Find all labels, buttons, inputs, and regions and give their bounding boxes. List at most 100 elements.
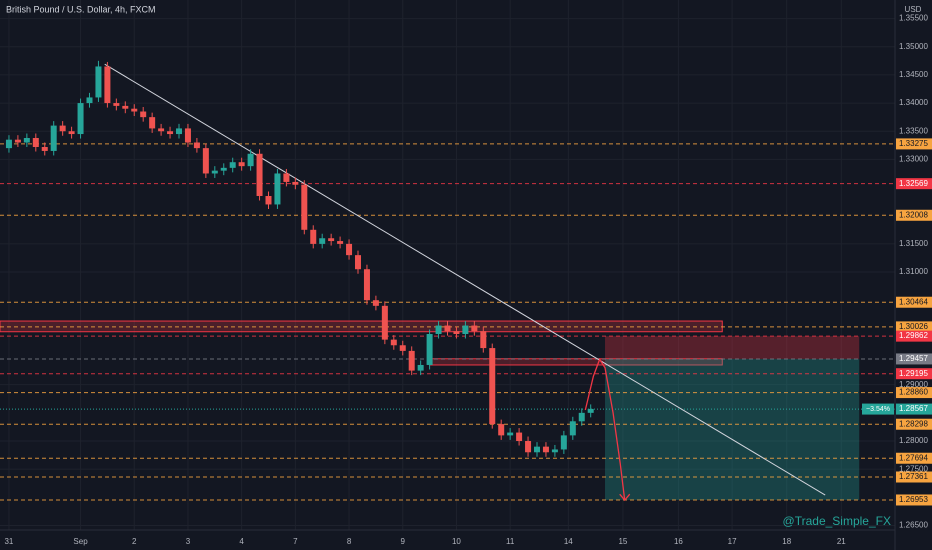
candles xyxy=(5,60,594,457)
x-tick-label: Sep xyxy=(73,537,88,546)
candle-body xyxy=(542,446,549,453)
level-label: 1.32569 xyxy=(899,179,928,188)
level-label-box xyxy=(896,418,932,430)
candle-body xyxy=(59,125,66,132)
candle-body xyxy=(41,147,48,151)
level-label-box xyxy=(896,296,932,308)
supply-zone xyxy=(0,320,723,333)
candle-body xyxy=(525,441,532,453)
candle-body xyxy=(131,108,138,112)
candle-body xyxy=(77,103,84,135)
candle-body xyxy=(426,333,433,365)
target-zone xyxy=(605,358,860,500)
candle-body xyxy=(184,128,191,143)
x-tick-label: 18 xyxy=(782,537,791,546)
candle-body xyxy=(238,162,245,167)
candle-body xyxy=(355,255,361,270)
projection-path xyxy=(584,357,626,501)
candle-body xyxy=(211,170,218,174)
candle-body xyxy=(310,229,317,244)
candle-body xyxy=(122,105,129,109)
x-tick-label: 14 xyxy=(564,537,573,546)
x-tick-label: 2 xyxy=(132,537,137,546)
candle-body xyxy=(95,66,102,98)
x-tick-label: 11 xyxy=(506,537,515,546)
candle-body xyxy=(444,325,451,332)
candle-body xyxy=(337,241,344,244)
candle-body xyxy=(516,432,523,442)
level-label-box xyxy=(896,353,932,365)
candle-body xyxy=(471,325,478,332)
candle-body xyxy=(534,446,540,453)
candle-body xyxy=(453,331,460,334)
chart-title: British Pound / U.S. Dollar, 4h, FXCM xyxy=(6,4,156,14)
candle-body xyxy=(587,408,594,413)
level-label: 1.29457 xyxy=(899,354,928,363)
y-tick-label: 1.28000 xyxy=(899,436,928,445)
x-tick-label: 9 xyxy=(401,537,406,546)
candle-body xyxy=(551,449,558,453)
candle-body xyxy=(32,137,39,148)
candle-body xyxy=(265,196,272,205)
x-tick-label: 8 xyxy=(347,537,352,546)
candle-body xyxy=(283,173,290,182)
candle-body xyxy=(256,153,263,197)
currency-label: USD xyxy=(905,5,922,14)
candle-body xyxy=(104,66,111,104)
candle-body xyxy=(113,103,120,106)
candle-body xyxy=(292,181,299,185)
level-label-box xyxy=(896,138,932,150)
candle-body xyxy=(149,117,156,129)
candle-body xyxy=(319,238,326,244)
candle-body xyxy=(229,162,236,168)
x-tick-label: 10 xyxy=(452,537,461,546)
candle-body xyxy=(176,128,182,135)
candle-body xyxy=(346,243,353,256)
level-label: 1.29195 xyxy=(899,369,928,378)
candle-body xyxy=(435,325,442,334)
candle-body xyxy=(140,111,147,118)
candle-body xyxy=(372,300,379,306)
candle-body xyxy=(569,421,576,436)
candle-body xyxy=(193,142,200,149)
level-label-box xyxy=(896,209,932,221)
trendline xyxy=(104,63,826,496)
candle-body xyxy=(498,424,505,436)
level-label-box xyxy=(896,387,932,399)
level-label-box xyxy=(896,321,932,333)
x-tick-label: 17 xyxy=(728,537,737,546)
candle-body xyxy=(399,345,406,351)
candle-body xyxy=(390,339,397,346)
x-tick-label: 15 xyxy=(618,537,627,546)
level-label: 1.33275 xyxy=(899,139,928,148)
candle-body xyxy=(274,173,281,205)
x-tick-label: 21 xyxy=(837,537,846,546)
level-label: 1.29862 xyxy=(899,331,928,340)
y-tick-label: 1.31500 xyxy=(899,239,928,248)
candle-body xyxy=(363,269,370,301)
level-label: 1.32008 xyxy=(899,210,928,219)
candle-body xyxy=(301,184,308,230)
current-price-box xyxy=(896,403,932,415)
candle-body xyxy=(328,238,335,242)
level-label-box xyxy=(896,494,932,506)
candle-body xyxy=(167,131,174,135)
y-tick-label: 1.34000 xyxy=(899,98,928,107)
x-tick-label: 31 xyxy=(4,537,13,546)
y-tick-label: 1.33500 xyxy=(899,126,928,135)
candle-body xyxy=(50,125,57,151)
level-label-box xyxy=(896,330,932,342)
candle-body xyxy=(23,137,30,143)
level-label-box xyxy=(896,178,932,190)
watermark: @Trade_Simple_FX xyxy=(783,514,891,528)
level-label-box xyxy=(896,471,932,483)
drawings xyxy=(0,63,895,502)
candle-body xyxy=(158,128,165,132)
level-label-box xyxy=(896,452,932,464)
y-tick-label: 1.27500 xyxy=(899,464,928,473)
candle-body xyxy=(381,305,388,340)
x-tick-label: 16 xyxy=(674,537,683,546)
current-price-label: 1.28567 xyxy=(899,404,928,413)
level-label: 1.30464 xyxy=(899,297,928,306)
